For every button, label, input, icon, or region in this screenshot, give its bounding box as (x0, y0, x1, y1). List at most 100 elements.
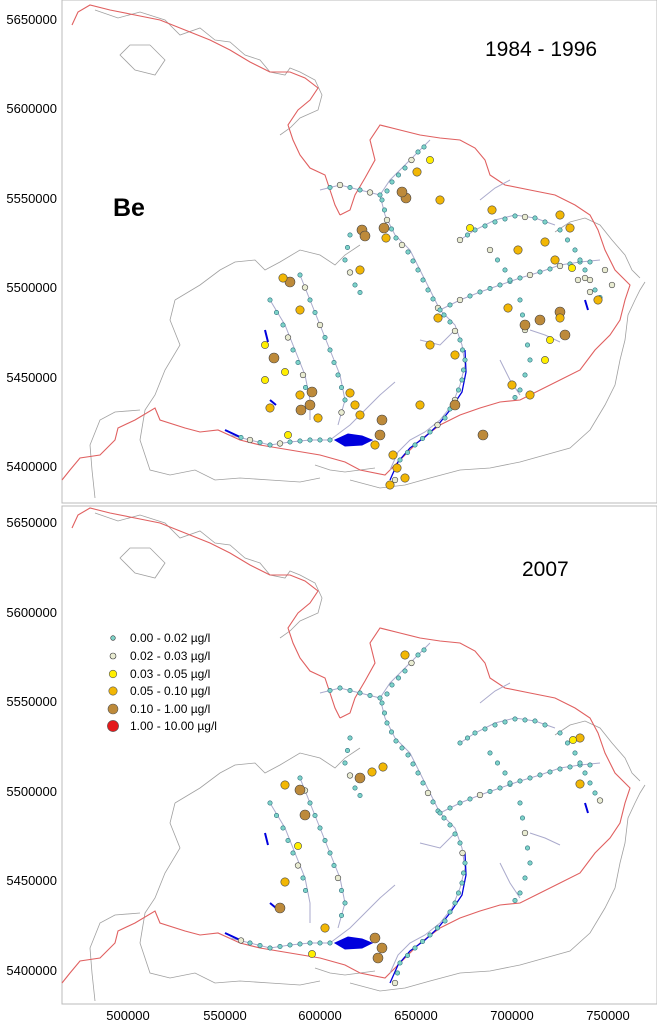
sampling-point (372, 952, 384, 964)
sampling-point (327, 185, 333, 191)
sampling-point (457, 800, 463, 806)
sampling-point (408, 156, 415, 164)
sampling-point (357, 690, 363, 696)
sampling-point (415, 770, 421, 776)
sampling-point (575, 733, 585, 743)
sampling-point (494, 257, 500, 263)
sampling-point (308, 950, 316, 958)
sampling-point (304, 399, 316, 411)
sampling-point (601, 266, 609, 274)
sampling-point (476, 791, 484, 799)
sampling-point (246, 436, 254, 444)
sampling-point (247, 940, 253, 946)
sampling-point (447, 822, 453, 828)
sampling-point (338, 887, 344, 893)
sampling-point (559, 329, 571, 341)
sampling-point (393, 235, 399, 241)
sampling-point (477, 429, 489, 441)
map-panel-2007: 5650000 5600000 5550000 5500000 5450000 … (6, 505, 657, 1023)
sampling-point (517, 800, 523, 806)
sampling-point (421, 144, 427, 150)
sampling-point (550, 255, 560, 265)
sampling-point (408, 659, 415, 667)
legend-label: 0.00 - 0.02 µg/l (130, 631, 210, 645)
sampling-point (313, 413, 323, 423)
sampling-point (581, 274, 589, 282)
sampling-point (455, 387, 461, 393)
sampling-point (575, 779, 585, 789)
sampling-point (278, 273, 288, 283)
sampling-point (433, 313, 443, 323)
sampling-point (482, 726, 488, 732)
sampling-point (405, 249, 411, 255)
sampling-point (355, 265, 365, 275)
sampling-point (410, 258, 416, 264)
legend-symbol (107, 703, 119, 715)
period-label: 1984 - 1996 (485, 38, 597, 61)
y-tick-label: 5500000 (6, 784, 57, 799)
sampling-point (347, 687, 353, 693)
sampling-point (294, 862, 302, 869)
sampling-point (459, 880, 465, 886)
sampling-point (464, 232, 470, 238)
sampling-point (334, 874, 342, 882)
y-tick-label: 5600000 (6, 101, 57, 116)
sampling-point (435, 195, 445, 205)
sampling-point (425, 287, 431, 293)
sampling-point (376, 414, 388, 426)
sampling-point (273, 309, 279, 315)
sampling-point (577, 257, 583, 263)
sampling-point (519, 319, 531, 331)
sampling-point (556, 262, 564, 270)
sampling-point (527, 860, 533, 866)
sampling-point (300, 875, 306, 881)
sampling-point (567, 764, 573, 770)
sampling-point (460, 367, 466, 373)
sampling-point (452, 831, 458, 837)
sampling-point (280, 825, 286, 831)
sampling-point (355, 410, 365, 420)
sampling-point (437, 307, 443, 313)
sampling-point (267, 945, 273, 951)
sampling-point (430, 799, 436, 805)
sampling-point (377, 192, 383, 198)
sampling-point (517, 890, 523, 896)
legend-item: 0.02 - 0.03 µg/l (109, 649, 210, 663)
sampling-point (297, 775, 303, 781)
sampling-point (569, 736, 577, 744)
sampling-point (497, 785, 503, 791)
sampling-point (367, 767, 377, 777)
sampling-point (534, 314, 546, 326)
sampling-point (261, 376, 269, 384)
legend-symbol (110, 635, 116, 641)
sampling-point (522, 372, 528, 378)
sampling-point (522, 717, 528, 723)
y-tick-label: 5400000 (6, 963, 57, 978)
sampling-point (404, 449, 410, 455)
sampling-point (347, 735, 353, 741)
sampling-point (457, 337, 463, 343)
sampling-point (374, 429, 386, 441)
sampling-point (459, 849, 466, 857)
sampling-point (532, 215, 538, 221)
sampling-point (327, 687, 333, 693)
sampling-point (312, 309, 318, 315)
sampling-point (307, 940, 313, 946)
sampling-point (331, 359, 337, 365)
sampling-point (294, 784, 306, 796)
sampling-point (257, 942, 263, 948)
sampling-point (419, 435, 425, 441)
sampling-point (415, 267, 421, 273)
sampling-point (384, 691, 390, 697)
x-tick-label: 700000 (490, 1008, 533, 1023)
sampling-point (557, 730, 563, 736)
sampling-point (396, 186, 408, 198)
sampling-point (497, 282, 503, 288)
sampling-point (284, 431, 292, 439)
sampling-point (405, 752, 411, 758)
sampling-point (378, 762, 388, 772)
sampling-point (265, 403, 275, 413)
sampling-point (391, 476, 399, 484)
sampling-point (524, 845, 530, 851)
